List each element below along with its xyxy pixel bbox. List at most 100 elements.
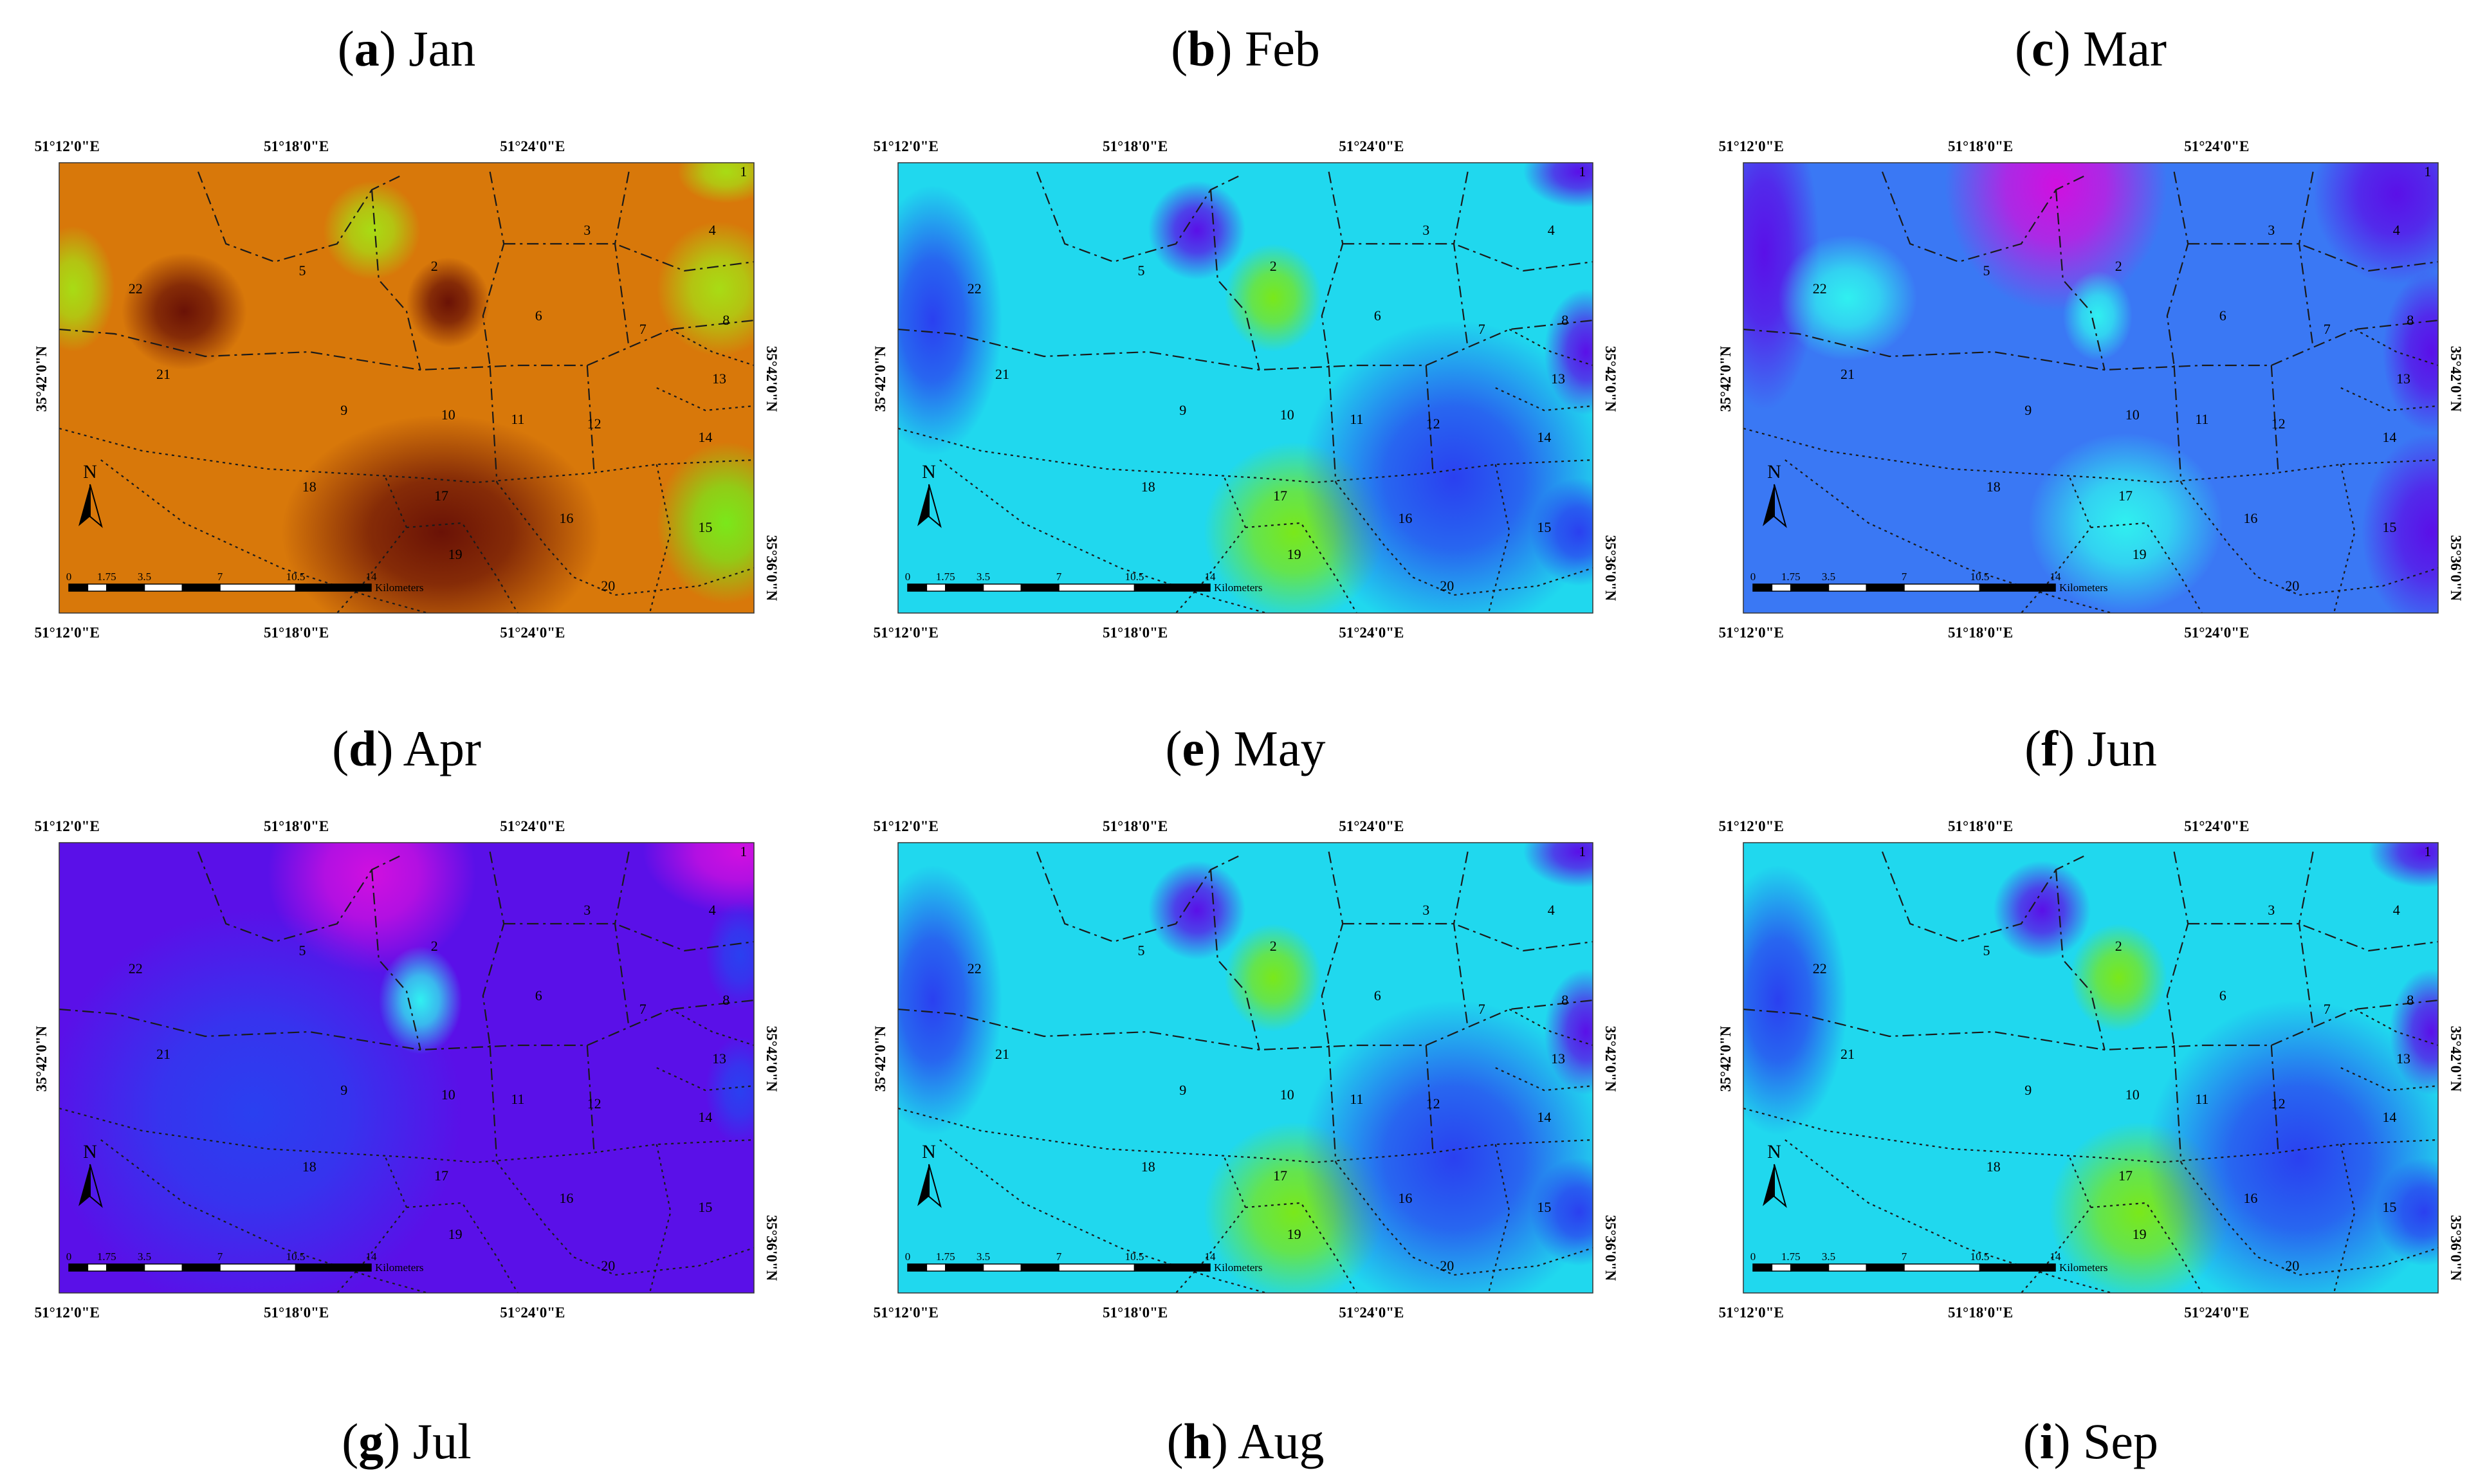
district-boundary [336,477,408,613]
value-hotspot [1993,861,2091,960]
district-boundary [2188,922,2438,952]
panel-caption-apr: (d) Apr [332,720,481,776]
lat-tick-right: 35°36'0"N [764,535,780,601]
district-boundary [898,319,1593,371]
district-label: 18 [1141,479,1155,495]
district-label: 11 [511,1091,524,1107]
scale-tick-label: 0 [905,1250,911,1263]
district-boundary [1245,1202,1357,1293]
district-label: 20 [2285,578,2299,594]
district-label: 9 [340,1082,347,1098]
district-boundary [1487,464,1510,613]
lon-tick-top: 51°24'0"E [500,818,565,834]
value-hotspot [898,185,1002,455]
district-label: 8 [722,992,730,1008]
district-label: 19 [1287,546,1301,562]
district-label: 20 [601,578,615,594]
scale-tick-label: 1.75 [936,571,955,583]
district-label: 14 [2382,429,2396,445]
district-boundary [496,482,754,596]
district-label: 13 [1551,371,1565,387]
lat-tick-right: 35°42'0"N [2448,346,2464,412]
lon-tick-top: 51°24'0"E [500,138,565,154]
district-label: 6 [1374,307,1381,324]
district-label: 4 [2393,222,2400,238]
scale-tick-label: 1.75 [1781,571,1801,583]
district-boundary [1495,1067,1593,1092]
district-label: 5 [299,942,306,958]
district-label: 4 [709,222,716,238]
scale-tick-label: 14 [2050,571,2062,583]
scale-tick-label: 0 [66,1250,72,1263]
district-label: 11 [1350,1091,1363,1107]
lon-tick-bottom: 51°12'0"E [1719,1305,1784,1321]
map-frame [59,842,755,1294]
scale-tick-label: 7 [1056,1250,1062,1263]
value-hotspot [1530,1158,1593,1266]
svg-text:N: N [83,1141,97,1162]
lon-tick-bottom: 51°12'0"E [35,625,100,641]
value-hotspot [2369,843,2438,888]
district-boundary [1881,851,2084,943]
district-boundary [1328,1045,1337,1163]
lon-tick-bottom: 51°18'0"E [1103,625,1168,641]
district-boundary [1209,869,1260,1050]
scale-tick-label: 3.5 [977,1250,990,1263]
lon-tick-top: 51°18'0"E [264,138,329,154]
lat-tick-right: 35°42'0"N [764,1026,780,1092]
district-label: 15 [698,1199,712,1215]
svg-text:N: N [1767,461,1781,482]
svg-text:N: N [922,461,936,482]
panel-caption-sep: (i) Sep [2023,1413,2158,1469]
district-boundary [2333,1144,2356,1293]
district-boundary [1509,329,1593,367]
lon-tick-top: 51°24'0"E [1339,818,1404,834]
district-boundary [1487,1144,1510,1293]
district-boundary [670,1009,754,1047]
lat-tick-right: 35°42'0"N [2448,1026,2464,1092]
lon-tick-bottom: 51°18'0"E [1948,625,2013,641]
district-label: 12 [1426,416,1440,432]
scale-tick-label: 0 [1750,571,1756,583]
district-label: 8 [2407,312,2414,328]
lon-tick-top: 51°24'0"E [2184,138,2249,154]
district-label: 11 [1350,411,1363,427]
lon-tick-bottom: 51°24'0"E [500,1305,565,1321]
district-label: 8 [722,312,730,328]
district-boundary [59,999,754,1051]
district-label: 10 [1280,407,1294,423]
district-boundary [371,869,421,1050]
value-hotspot [1778,235,1917,361]
value-hotspot [2375,1158,2438,1266]
lon-tick-top: 51°12'0"E [1719,138,1784,154]
lon-tick-bottom: 51°24'0"E [2184,625,2249,641]
lat-tick-left: 35°42'0"N [1718,345,1734,412]
district-boundary [2055,869,2106,1050]
map-frame [897,842,1593,1294]
district-label: 1 [1579,163,1586,179]
district-label: 14 [2382,1109,2396,1125]
scale-unit-label: Kilometers [375,582,424,594]
district-label: 21 [156,1046,170,1062]
lat-tick-right: 35°36'0"N [1602,535,1619,601]
district-label: 9 [2024,402,2032,418]
district-boundary [1425,1045,1434,1154]
district-label: 1 [740,843,747,859]
district-label: 3 [583,902,591,918]
district-label: 19 [2133,1226,2147,1242]
district-boundary [496,1162,754,1276]
district-boundary [1743,999,2438,1051]
district-boundary [656,387,754,412]
district-boundary [1495,387,1593,412]
district-boundary [2173,365,2182,483]
scale-tick-label: 1.75 [97,1250,116,1263]
district-label: 3 [1422,222,1429,238]
scale-tick-label: 0 [905,571,911,583]
value-hotspot [2028,433,2223,613]
district-label: 10 [441,1086,455,1103]
